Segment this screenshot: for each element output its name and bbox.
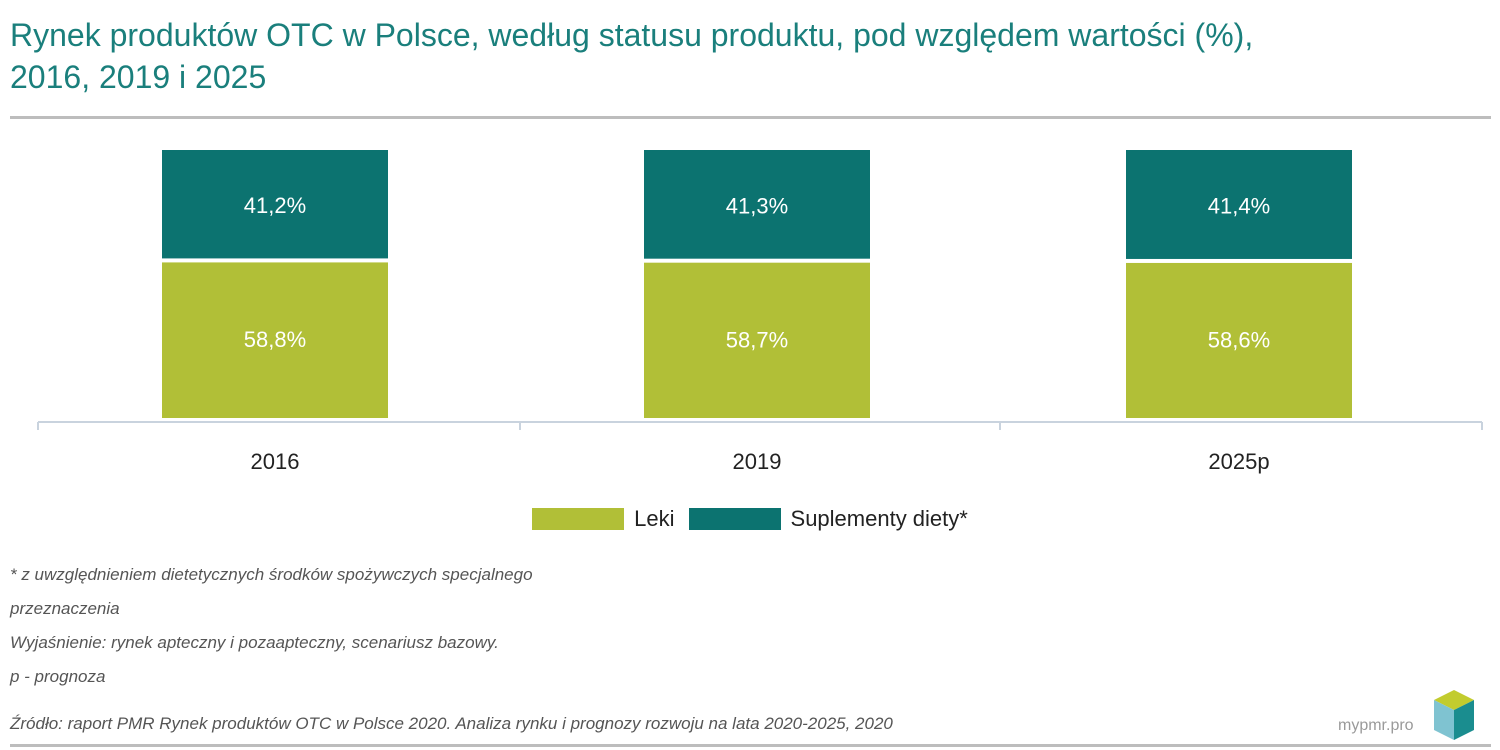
chart-title: Rynek produktów OTC w Polsce, według sta… xyxy=(10,14,1480,98)
chart-legend: Leki Suplementy diety* xyxy=(0,506,1500,532)
legend-item-suplementy: Suplementy diety* xyxy=(688,506,968,532)
data-label: 41,4% xyxy=(1208,193,1270,218)
chart-title-line-2: 2016, 2019 i 2025 xyxy=(10,59,267,95)
data-label: 41,2% xyxy=(244,193,306,218)
footnote-line: * z uwzględnieniem dietetycznych środków… xyxy=(10,565,533,584)
bar-segment xyxy=(162,150,388,259)
x-axis: 2016 2019 2025p xyxy=(37,421,1483,474)
chart-title-line-1: Rynek produktów OTC w Polsce, według sta… xyxy=(10,17,1254,53)
x-tick-label: 2019 xyxy=(733,449,782,474)
x-tick-label: 2016 xyxy=(251,449,300,474)
bars-layer: 58,8% 41,2% 58,7% 41,3% 58,6% 41,4% xyxy=(162,150,1352,418)
legend-item-leki: Leki xyxy=(532,506,675,532)
data-label: 58,7% xyxy=(726,327,788,352)
cube-logo-icon xyxy=(1434,690,1474,740)
data-label: 41,3% xyxy=(726,193,788,218)
data-label: 58,6% xyxy=(1208,327,1270,352)
legend-swatch-leki xyxy=(532,508,625,530)
footnotes: * z uwzględnieniem dietetycznych środków… xyxy=(10,562,1210,698)
footnote-line: p - prognoza xyxy=(10,667,106,686)
title-divider xyxy=(10,116,1491,119)
bar-segment xyxy=(162,262,388,418)
bar-segment xyxy=(1126,262,1352,418)
footnote-line: Wyjaśnienie: rynek apteczny i pozaaptecz… xyxy=(10,633,499,652)
bar-segment xyxy=(644,150,870,259)
source-note: Źródło: raport PMR Rynek produktów OTC w… xyxy=(10,714,893,733)
stacked-bar-chart: 58,8%41,2%58,7%41,3%58,6%41,4% 2016 2019 2… xyxy=(37,150,1483,474)
bar-segment xyxy=(1126,150,1352,259)
footer-divider xyxy=(10,744,1491,747)
legend-label-suplementy: Suplementy diety* xyxy=(790,506,968,531)
bar-segment xyxy=(644,262,870,418)
data-label: 58,8% xyxy=(244,327,306,352)
legend-swatch-suplementy xyxy=(688,508,781,530)
x-tick-label: 2025p xyxy=(1208,449,1269,474)
legend-label-leki: Leki xyxy=(634,506,675,531)
brand-name: mypmr.pro xyxy=(1338,717,1414,734)
footnote-line: przeznaczenia xyxy=(10,599,120,618)
